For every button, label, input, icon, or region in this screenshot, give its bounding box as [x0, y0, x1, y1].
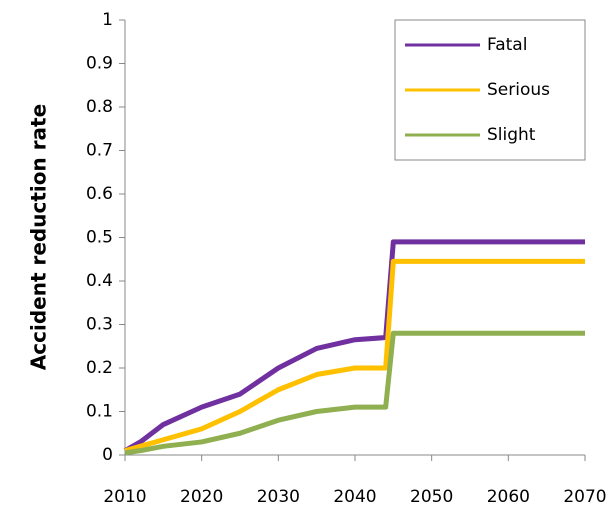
y-tick-label: 0.1: [86, 402, 113, 422]
x-tick-label: 2040: [333, 487, 376, 507]
y-tick-label: 0.2: [86, 358, 113, 378]
y-tick-label: 0.9: [86, 54, 113, 74]
x-tick-label: 2050: [410, 487, 453, 507]
y-axis-title: Accident reduction rate: [27, 104, 51, 370]
y-tick-label: 0.3: [86, 315, 113, 335]
x-tick-label: 2030: [257, 487, 300, 507]
y-tick-label: 0.8: [86, 97, 113, 117]
legend-label: Fatal: [487, 35, 527, 55]
y-tick-label: 0: [102, 445, 113, 465]
y-tick-label: 0.5: [86, 228, 113, 248]
x-tick-label: 2020: [180, 487, 223, 507]
legend-label: Slight: [487, 125, 536, 145]
y-tick-label: 1: [102, 10, 113, 30]
legend-label: Serious: [487, 80, 550, 100]
series-line: [124, 330, 585, 456]
y-tick-label: 0.4: [86, 271, 113, 291]
y-tick-label: 0.6: [86, 184, 113, 204]
x-tick-label: 2070: [563, 487, 606, 507]
x-tick-label: 2010: [103, 487, 146, 507]
y-tick-label: 0.7: [86, 141, 113, 161]
series-line: [123, 239, 585, 453]
x-tick-label: 2060: [487, 487, 530, 507]
series-line: [124, 258, 585, 454]
